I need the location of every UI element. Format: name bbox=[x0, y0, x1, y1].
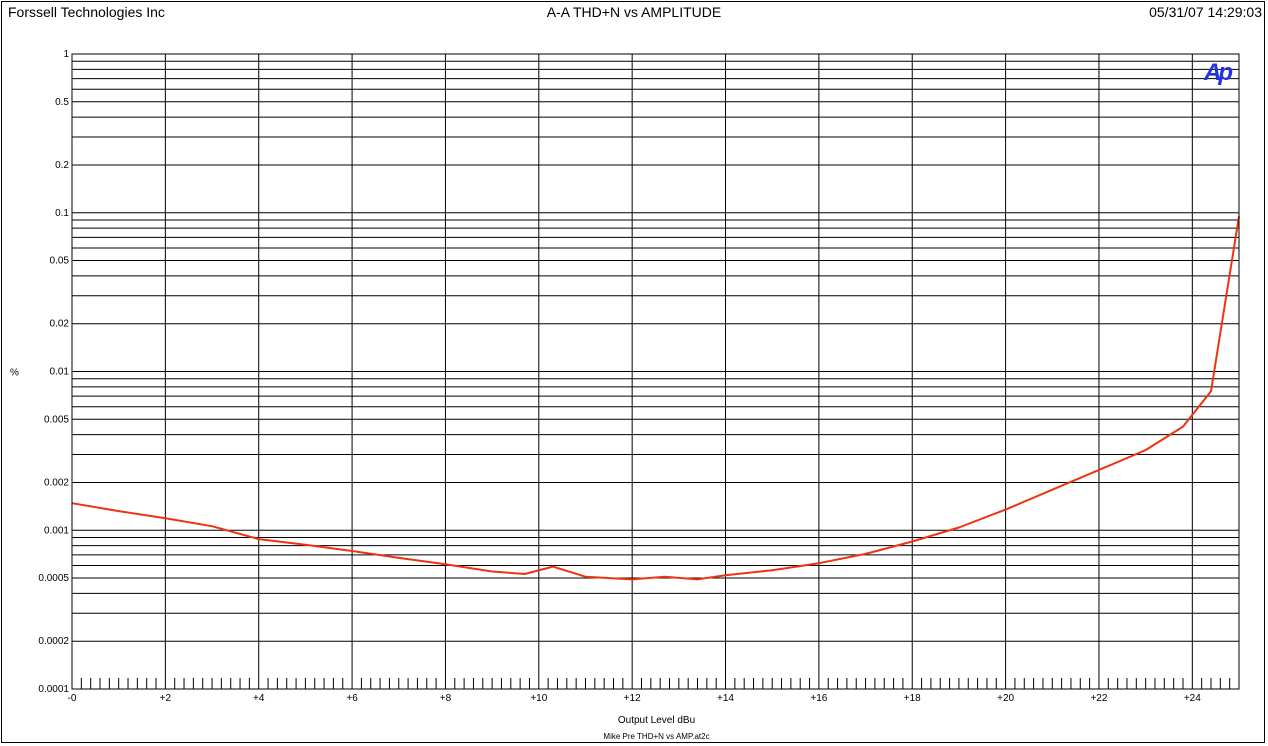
y-tick-labels: 1 0.5 0.2 0.1 0.05 0.02 0.01 0.005 0.002 0.001 0.0… bbox=[38, 49, 69, 695]
y-tick-label: 0.02 bbox=[50, 319, 70, 330]
x-tick-label: +2 bbox=[160, 693, 172, 704]
x-tick-label: +8 bbox=[440, 693, 452, 704]
x-tick-labels: -0 +2 +4 +6 +8 +10 +12 +14 +16 +18 +20 +22 +24 bbox=[68, 693, 1202, 704]
y-tick-label: 0.2 bbox=[55, 160, 69, 171]
x-tick-label: +16 bbox=[810, 693, 827, 704]
x-tick-label: +22 bbox=[1090, 693, 1107, 704]
x-tick-label: +14 bbox=[717, 693, 734, 704]
x-axis-label: Output Level dBu bbox=[618, 715, 695, 726]
ap-logo: Ap bbox=[1203, 59, 1232, 86]
x-tick-label: +20 bbox=[997, 693, 1014, 704]
x-tick-label: +18 bbox=[904, 693, 921, 704]
minor-grid bbox=[72, 61, 1239, 689]
y-tick-label: 1 bbox=[63, 49, 69, 60]
x-tick-label: +6 bbox=[346, 693, 358, 704]
y-tick-label: 0.5 bbox=[55, 97, 69, 108]
y-tick-label: 0.001 bbox=[44, 525, 69, 536]
y-tick-label: 0.005 bbox=[44, 414, 69, 425]
series-line bbox=[72, 216, 1239, 579]
x-tick-label: +12 bbox=[624, 693, 641, 704]
series-layer bbox=[72, 216, 1239, 579]
x-tick-label: -0 bbox=[68, 693, 77, 704]
x-tick-label: +24 bbox=[1184, 693, 1201, 704]
footer-filename: Mike Pre THD+N vs AMP.at2c bbox=[603, 732, 709, 741]
x-minor-ticks bbox=[81, 678, 1229, 689]
y-tick-label: 0.1 bbox=[55, 208, 69, 219]
y-tick-label: 0.0005 bbox=[38, 573, 69, 584]
x-tick-label: +4 bbox=[253, 693, 265, 704]
y-tick-label: 0.0002 bbox=[38, 636, 69, 647]
y-tick-label: 0.05 bbox=[50, 256, 70, 267]
y-tick-label: 0.01 bbox=[50, 367, 70, 378]
y-tick-label: 0.002 bbox=[44, 477, 69, 488]
y-axis-label: % bbox=[10, 368, 19, 379]
y-tick-label: 0.0001 bbox=[38, 684, 69, 695]
x-tick-label: +10 bbox=[530, 693, 547, 704]
